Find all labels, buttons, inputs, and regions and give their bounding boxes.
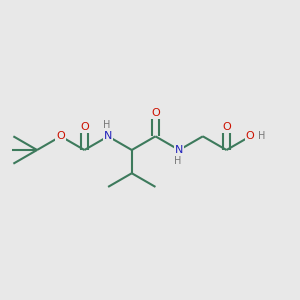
- Text: N: N: [104, 131, 112, 141]
- Text: O: O: [222, 122, 231, 132]
- Text: H: H: [174, 156, 181, 166]
- Text: O: O: [56, 131, 65, 141]
- Text: H: H: [103, 120, 110, 130]
- Text: H: H: [258, 131, 265, 141]
- Text: N: N: [175, 145, 183, 155]
- Text: O: O: [151, 108, 160, 118]
- Text: O: O: [80, 122, 89, 132]
- Text: O: O: [246, 131, 255, 141]
